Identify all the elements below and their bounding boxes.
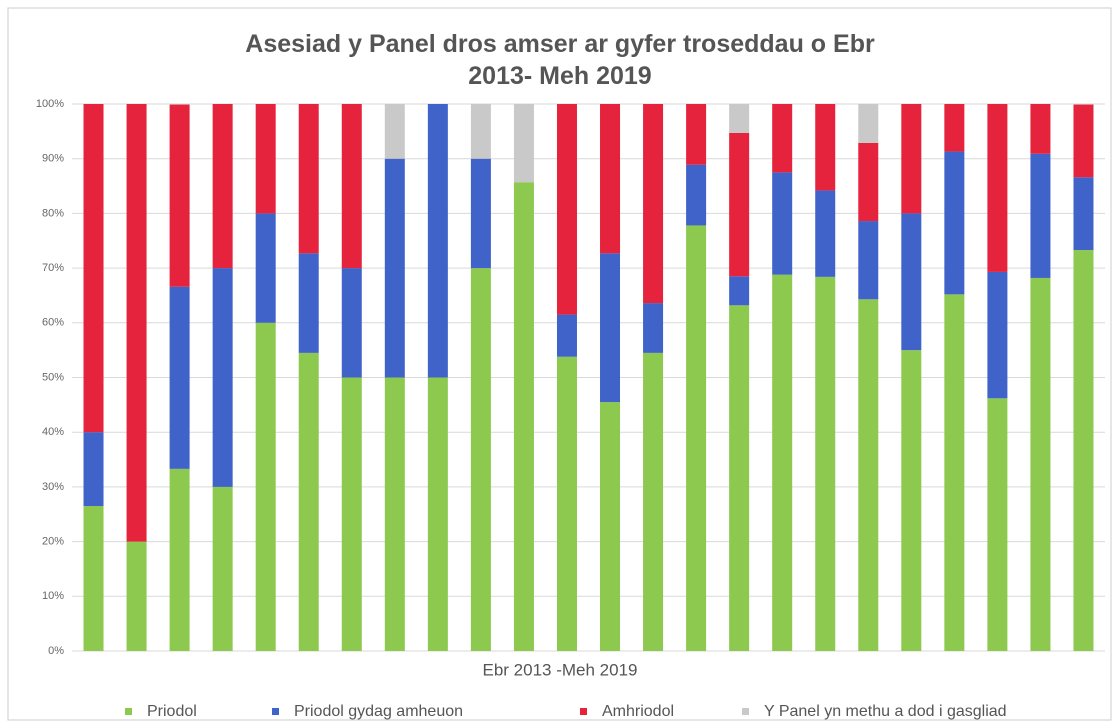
bar-segment (815, 190, 836, 277)
bar-segment (83, 104, 104, 433)
y-tick-label: 100% (36, 98, 64, 110)
bar-segment (83, 432, 104, 507)
bar-segment (729, 305, 750, 651)
bar-segment (858, 299, 879, 651)
legend-swatch (272, 708, 279, 715)
legend-swatch (125, 708, 132, 715)
bar-segment (686, 104, 707, 165)
bar-segment (815, 276, 836, 651)
y-tick-label: 80% (42, 207, 64, 219)
bar-segment (427, 377, 448, 651)
bar-segment (944, 104, 965, 152)
bar-segment (1073, 250, 1094, 651)
bar-segment (470, 104, 491, 159)
bar-segment (686, 225, 707, 651)
bar-segment (944, 151, 965, 295)
y-tick-label: 20% (42, 536, 64, 548)
bar-segment (298, 104, 319, 254)
bar-segment (686, 164, 707, 226)
bar-segment (556, 104, 577, 315)
bar-segment (1073, 104, 1094, 178)
bar-segment (901, 213, 922, 351)
bar-segment (901, 350, 922, 651)
bar-segment (643, 104, 664, 304)
bar-segment (341, 377, 362, 651)
bar-segment (1030, 277, 1051, 651)
bar-segment (1030, 153, 1051, 278)
legend-label: Amhriodol (602, 703, 674, 720)
bar-segment (556, 356, 577, 651)
bar-segment (987, 104, 1008, 272)
bar-segment (729, 276, 750, 306)
bar-segment (772, 104, 793, 173)
bar-segment (1073, 177, 1094, 251)
bar-segment (1030, 104, 1051, 154)
legend-swatch (742, 708, 749, 715)
y-tick-label: 50% (42, 371, 64, 383)
bar-segment (169, 468, 190, 651)
chart-border (7, 7, 1112, 721)
bar-segment (600, 104, 621, 254)
bar-segment (729, 104, 750, 133)
legend-swatch (580, 708, 587, 715)
bar-segment (513, 104, 534, 183)
bar-segment (341, 104, 362, 269)
y-tick-label: 70% (42, 262, 64, 274)
bar-segment (298, 253, 319, 353)
bar-segment (341, 268, 362, 378)
legend-label: Priodol gydag amheuon (294, 703, 463, 720)
bar-segment (643, 303, 664, 353)
bar-segment (384, 104, 405, 159)
bar-segment (858, 142, 879, 222)
y-tick-label: 0% (48, 645, 64, 657)
bar-segment (987, 271, 1008, 399)
bar-segment (858, 221, 879, 300)
bar-segment (212, 268, 233, 487)
y-tick-label: 90% (42, 153, 64, 165)
bar-segment (815, 104, 836, 191)
bar-segment (169, 286, 190, 469)
bar-segment (212, 104, 233, 269)
bar-segment (772, 274, 793, 651)
bar-segment (384, 158, 405, 378)
bar-segment (255, 322, 276, 651)
bar-segment (126, 541, 147, 651)
bar-segment (384, 377, 405, 651)
bar-segment (556, 314, 577, 357)
y-tick-label: 10% (42, 590, 64, 602)
bar-segment (255, 213, 276, 323)
bar-segment (126, 104, 147, 542)
bar-segment (772, 172, 793, 275)
bar-segment (83, 506, 104, 651)
bar-segment (987, 398, 1008, 651)
bar-segment (944, 294, 965, 651)
bar-segment (298, 352, 319, 651)
bar-segment (513, 182, 534, 651)
bar-segment (600, 402, 621, 651)
legend-label: Priodol (147, 703, 197, 720)
bar-segment (169, 104, 190, 287)
legend-label: Y Panel yn methu a dod i gasgliad (764, 703, 1007, 720)
bar-segment (255, 104, 276, 214)
y-tick-label: 60% (42, 317, 64, 329)
bar-segment (600, 253, 621, 403)
bar-segment (212, 486, 233, 651)
y-tick-label: 40% (42, 426, 64, 438)
bar-segment (470, 268, 491, 651)
bar-segment (643, 352, 664, 651)
chart-title: Asesiad y Panel dros amser ar gyfer tros… (245, 30, 875, 90)
bar-segment (858, 104, 879, 143)
bar-segment (901, 104, 922, 214)
bar-segment (427, 104, 448, 378)
y-tick-label: 30% (42, 481, 64, 493)
bar-segment (470, 158, 491, 269)
x-axis-label: Ebr 2013 -Meh 2019 (483, 660, 638, 679)
bar-segment (729, 132, 750, 277)
